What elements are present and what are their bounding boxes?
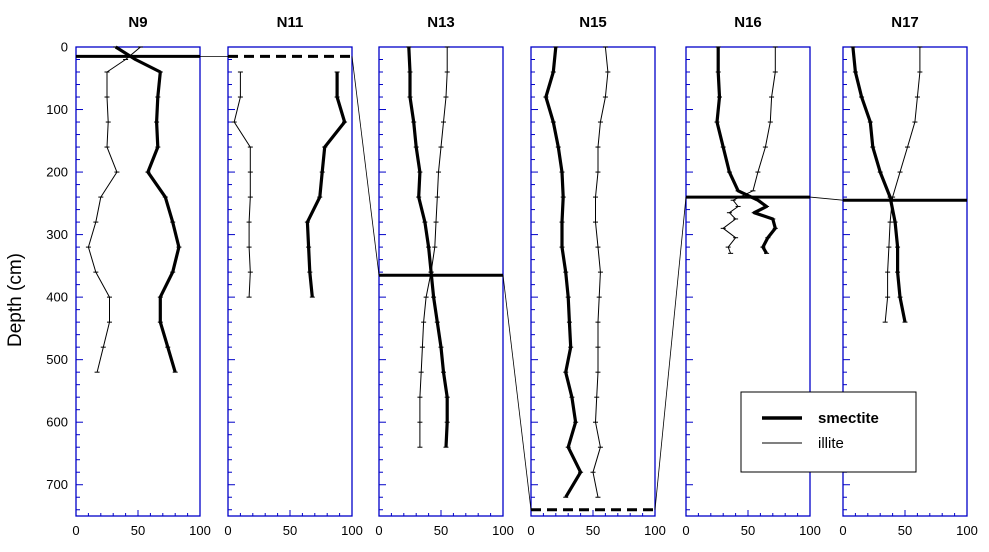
correlation-connector xyxy=(351,56,380,276)
x-tick-label: 100 xyxy=(492,523,514,538)
series-line-illite xyxy=(87,46,141,373)
x-tick-label: 0 xyxy=(839,523,846,538)
panel-frame xyxy=(227,46,353,517)
y-tick-label: 700 xyxy=(46,477,68,492)
y-tick-label: 200 xyxy=(46,165,68,180)
panel-title: N17 xyxy=(891,14,919,31)
panel-title: N15 xyxy=(579,14,607,31)
panel-title: N16 xyxy=(734,14,762,31)
x-tick-label: 50 xyxy=(741,523,755,538)
x-tick-label: 100 xyxy=(644,523,666,538)
panel-frame xyxy=(378,46,504,517)
panel-frame xyxy=(75,46,201,517)
y-tick-label: 100 xyxy=(46,102,68,117)
x-tick-label: 0 xyxy=(224,523,231,538)
panel-title: N11 xyxy=(277,14,304,31)
y-tick-label: 0 xyxy=(61,40,68,55)
y-tick-label: 400 xyxy=(46,290,68,305)
x-tick-label: 100 xyxy=(189,523,211,538)
series-line-illite xyxy=(233,72,251,298)
series-line-illite xyxy=(722,47,776,254)
panel-title: N9 xyxy=(128,14,147,31)
panel-n11: N11 0 50 100 xyxy=(224,14,362,538)
series-line-smectite xyxy=(114,45,181,373)
x-tick-label: 0 xyxy=(72,523,79,538)
panel-n15: N15 0 50 100 xyxy=(527,14,665,538)
legend-box xyxy=(740,391,917,473)
x-tick-label: 0 xyxy=(527,523,534,538)
x-tick-label: 0 xyxy=(682,523,689,538)
panel-n9: N9 0 100 200 300 400 500 600 700 0 50 100 xyxy=(46,14,211,538)
legend: smectite illite xyxy=(740,391,917,473)
x-tick-label: 100 xyxy=(799,523,821,538)
correlation-connector xyxy=(502,275,532,510)
y-tick-label: 300 xyxy=(46,227,68,242)
legend-smectite-label: smectite xyxy=(818,410,879,427)
series-line-smectite xyxy=(851,46,907,323)
x-tick-label: 100 xyxy=(956,523,978,538)
x-tick-label: 50 xyxy=(283,523,297,538)
x-tick-label: 50 xyxy=(586,523,600,538)
correlation-connector xyxy=(809,196,844,201)
panel-n13: N13 0 50 100 xyxy=(375,14,513,538)
y-tick-label: 500 xyxy=(46,352,68,367)
x-tick-label: 50 xyxy=(898,523,912,538)
correlation-connector xyxy=(654,197,687,510)
panel-n17: N17 0 50 100 xyxy=(839,14,977,538)
panel-title: N13 xyxy=(427,14,455,31)
x-tick-label: 50 xyxy=(131,523,145,538)
series-line-smectite xyxy=(305,72,347,298)
panel-frame xyxy=(530,46,656,517)
legend-illite-label: illite xyxy=(818,435,844,452)
x-tick-label: 100 xyxy=(341,523,363,538)
series-line-smectite xyxy=(715,47,777,255)
panel-n16: N16 0 50 100 xyxy=(682,14,820,538)
x-tick-label: 50 xyxy=(434,523,448,538)
connectors-group xyxy=(200,55,844,510)
x-tick-label: 0 xyxy=(375,523,382,538)
y-tick-label: 600 xyxy=(46,415,68,430)
y-axis-title: Depth (cm) xyxy=(5,253,26,347)
series-line-illite xyxy=(884,47,921,323)
